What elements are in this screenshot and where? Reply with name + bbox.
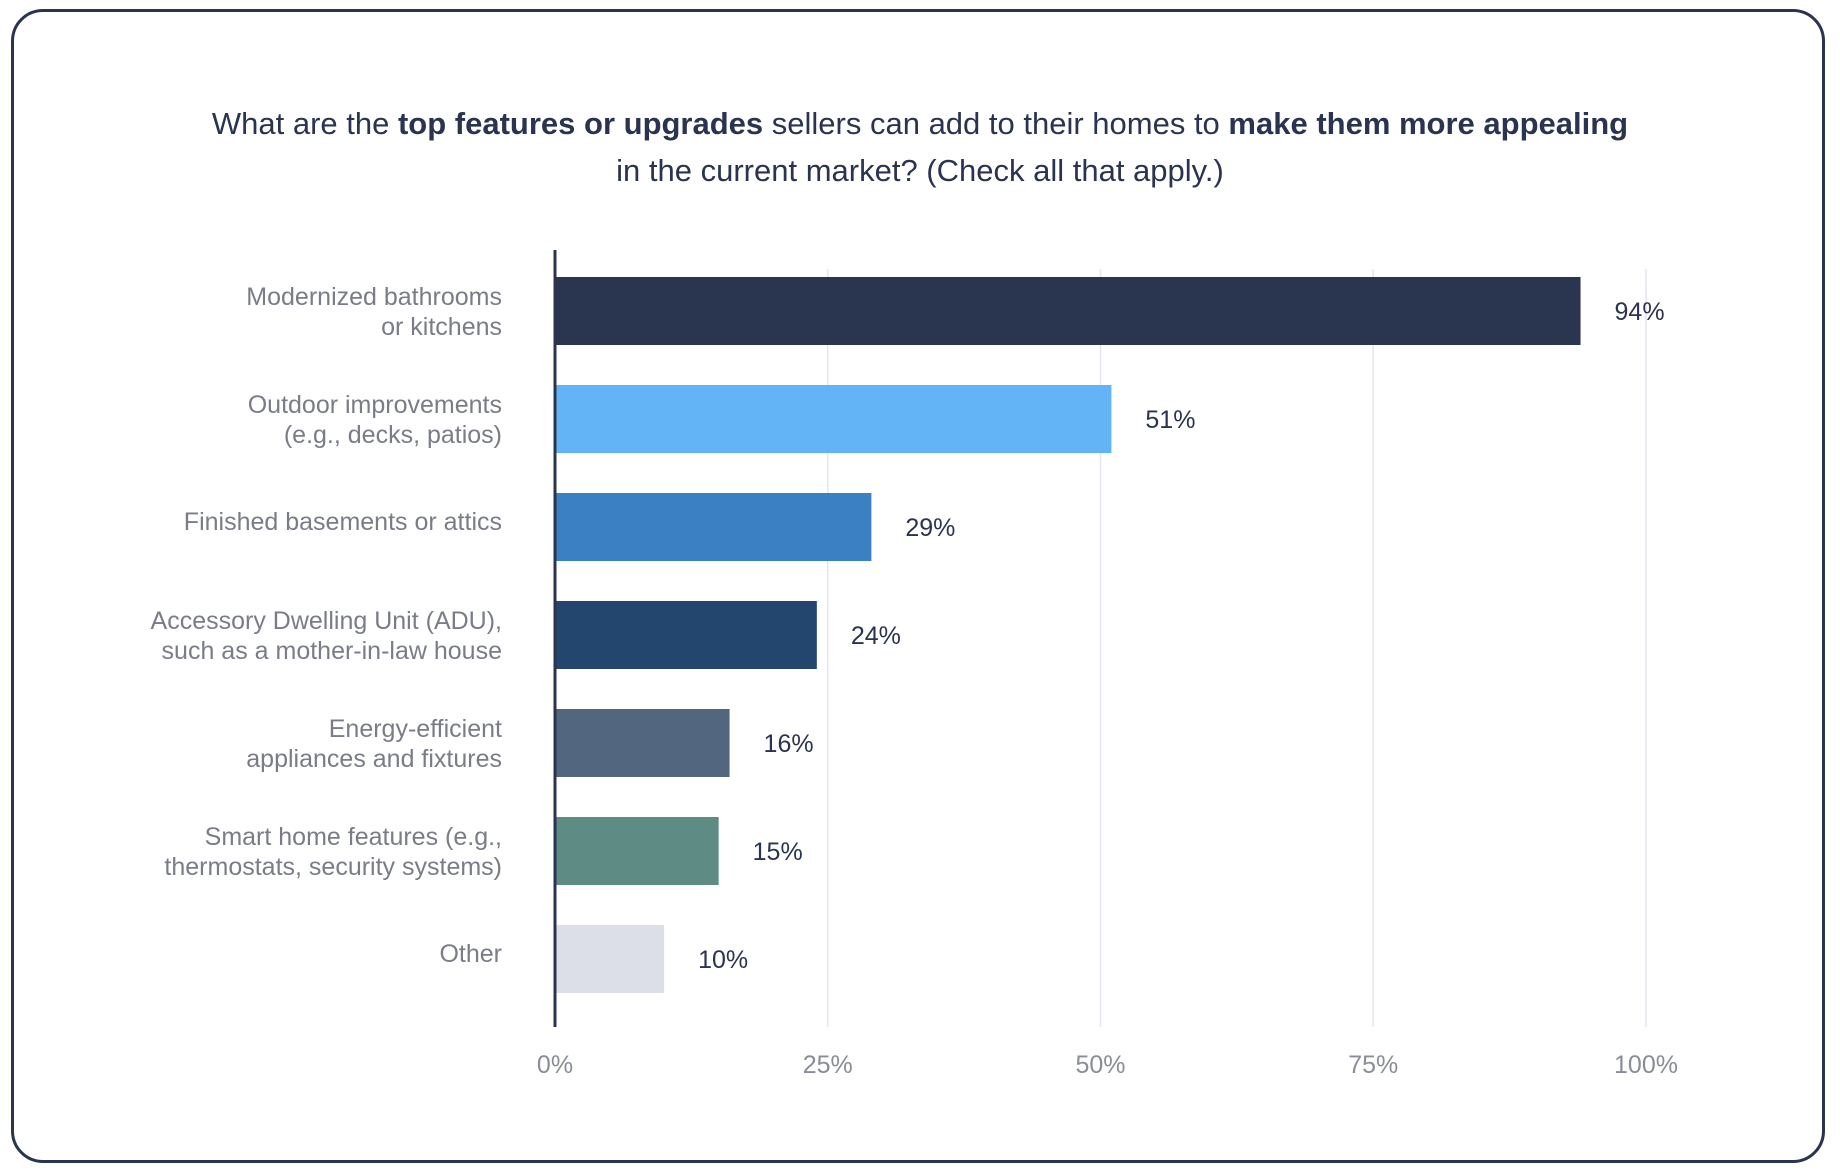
- category-label: Smart home features (e.g.,: [205, 823, 502, 851]
- data-label: 51%: [1145, 406, 1195, 434]
- data-label: 10%: [698, 946, 748, 974]
- category-label: Modernized bathrooms: [246, 283, 502, 311]
- category-label: Other: [439, 940, 502, 968]
- category-label: such as a mother-in-law house: [162, 637, 502, 665]
- x-tick-label: 25%: [803, 1051, 853, 1079]
- x-tick-label: 0%: [537, 1051, 573, 1079]
- bar: [555, 385, 1112, 453]
- bar: [555, 601, 817, 669]
- category-label: Accessory Dwelling Unit (ADU),: [151, 607, 502, 635]
- category-label: (e.g., decks, patios): [284, 421, 502, 449]
- bar: [555, 817, 719, 885]
- data-label: 29%: [905, 514, 955, 542]
- data-label: 94%: [1615, 298, 1665, 326]
- title-part: What are the: [211, 106, 398, 141]
- data-label: 16%: [764, 730, 814, 758]
- x-tick-label: 100%: [1614, 1051, 1678, 1079]
- bar: [555, 709, 730, 777]
- category-label: thermostats, security systems): [164, 853, 502, 881]
- bar: [555, 277, 1581, 345]
- x-tick-label: 50%: [1075, 1051, 1125, 1079]
- category-label: Finished basements or attics: [184, 508, 502, 536]
- data-label: 15%: [753, 838, 803, 866]
- category-label: Outdoor improvements: [248, 391, 502, 419]
- title-part: make them more appealing: [1228, 106, 1629, 141]
- chart-frame: [11, 9, 1825, 1163]
- title-part: in the current market? (Check all that a…: [616, 153, 1224, 188]
- title-part: sellers can add to their homes to: [763, 106, 1229, 141]
- category-label: or kitchens: [381, 313, 502, 341]
- data-label: 24%: [851, 622, 901, 650]
- bar: [555, 925, 665, 993]
- title-part: top features or upgrades: [397, 106, 764, 141]
- x-tick-label: 75%: [1348, 1051, 1398, 1079]
- category-label: appliances and fixtures: [246, 745, 502, 773]
- bar: [555, 493, 872, 561]
- chart-title: What are the top features or upgrades se…: [200, 100, 1640, 194]
- category-label: Energy-efficient: [329, 715, 502, 743]
